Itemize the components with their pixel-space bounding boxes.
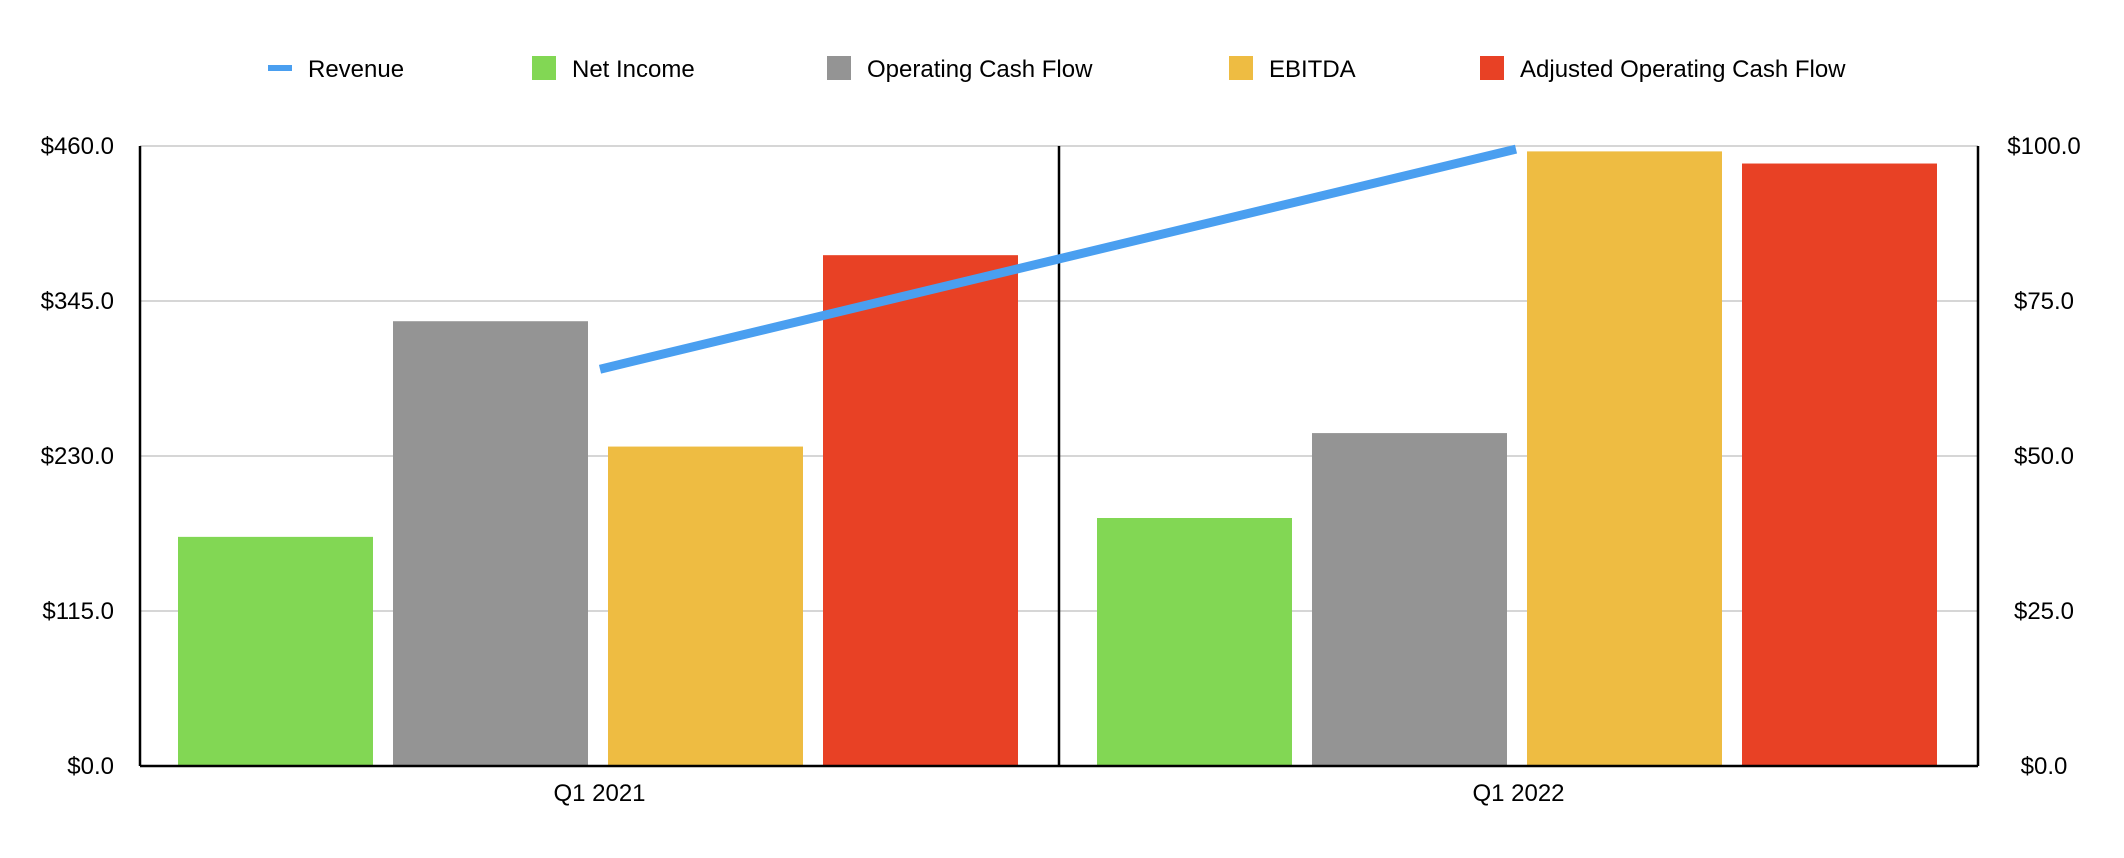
line-revenue [598, 144, 1518, 374]
bar-adjusted-operating-cash-flow-q1-2022 [1742, 163, 1937, 767]
left-axis-ticks: $0.0 $115.0 $230.0 $345.0 $460.0 [41, 133, 114, 780]
category-label-q1-2021: Q1 2021 [553, 780, 645, 807]
right-tick-label: $50.0 [2014, 443, 2074, 470]
bar-operating-cash-flow-q1-2022 [1312, 433, 1507, 766]
bar-net-income-q1-2021 [178, 536, 373, 766]
legend-label-ebitda: EBITDA [1269, 56, 1356, 83]
legend-label-adjusted-operating-cash-flow: Adjusted Operating Cash Flow [1520, 56, 1846, 83]
legend-swatch-revenue [268, 65, 292, 71]
legend-swatch-adjusted-operating-cash-flow [1480, 56, 1504, 80]
bar-adjusted-operating-cash-flow-q1-2021 [823, 255, 1018, 766]
left-tick-label: $460.0 [41, 133, 114, 160]
revenue-line [598, 144, 1518, 374]
right-tick-label: $75.0 [2014, 288, 2074, 315]
right-tick-label: $100.0 [2007, 133, 2080, 160]
left-tick-label: $345.0 [41, 288, 114, 315]
bar-operating-cash-flow-q1-2021 [393, 321, 588, 766]
legend-swatch-ebitda [1229, 56, 1253, 80]
legend-label-operating-cash-flow: Operating Cash Flow [867, 56, 1093, 83]
left-tick-label: $115.0 [42, 598, 114, 625]
legend-swatch-net-income [532, 56, 556, 80]
legend: Revenue Net Income Operating Cash Flow EBIT… [268, 56, 1846, 83]
plot-frame [138, 146, 1980, 768]
right-tick-label: $0.0 [2021, 753, 2068, 780]
bar-ebitda-q1-2022 [1527, 151, 1722, 767]
left-tick-label: $0.0 [67, 753, 114, 780]
bars [178, 151, 1937, 767]
category-label-q1-2022: Q1 2022 [1472, 780, 1564, 807]
category-labels: Q1 2021 Q1 2022 [553, 780, 1564, 807]
left-tick-label: $230.0 [41, 443, 114, 470]
legend-label-revenue: Revenue [308, 56, 404, 83]
right-axis-ticks: $0.0 $25.0 $50.0 $75.0 $100.0 [2007, 133, 2080, 780]
bar-net-income-q1-2022 [1097, 518, 1292, 766]
legend-label-net-income: Net Income [572, 56, 695, 83]
legend-swatch-operating-cash-flow [827, 56, 851, 80]
right-tick-label: $25.0 [2014, 598, 2074, 625]
bar-ebitda-q1-2021 [608, 446, 803, 766]
